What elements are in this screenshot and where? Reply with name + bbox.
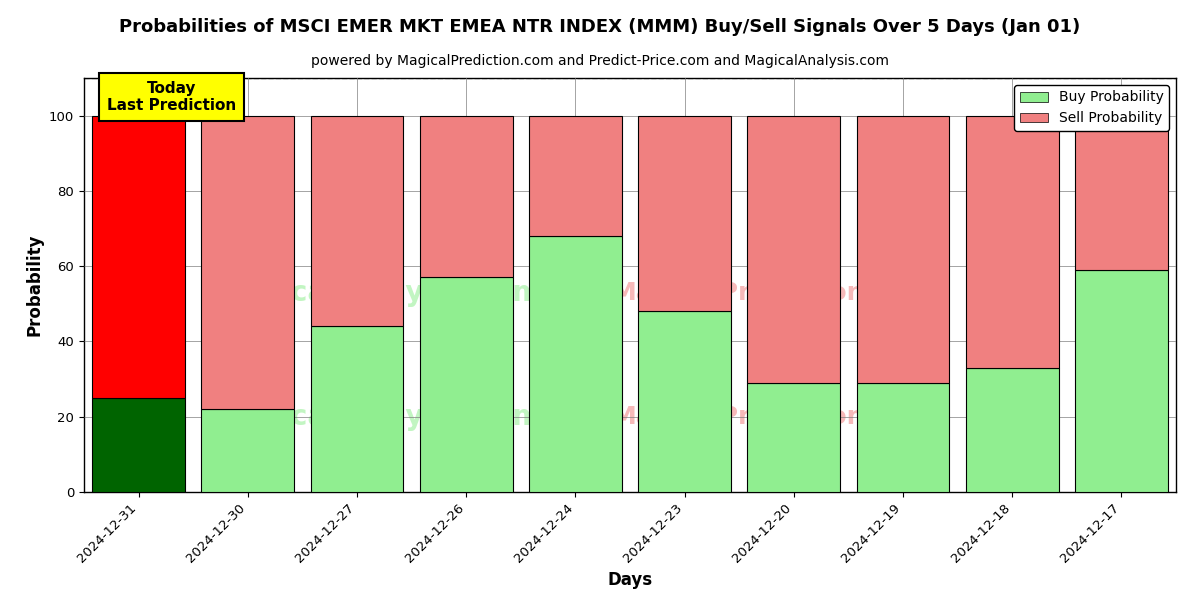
Bar xyxy=(1075,116,1168,270)
Legend: Buy Probability, Sell Probability: Buy Probability, Sell Probability xyxy=(1014,85,1169,131)
Bar xyxy=(966,116,1058,368)
Bar xyxy=(638,116,731,311)
Bar xyxy=(92,398,185,492)
Bar xyxy=(748,116,840,383)
Bar xyxy=(420,116,512,277)
Bar xyxy=(966,368,1058,492)
Bar xyxy=(638,311,731,492)
Text: Probabilities of MSCI EMER MKT EMEA NTR INDEX (MMM) Buy/Sell Signals Over 5 Days: Probabilities of MSCI EMER MKT EMEA NTR … xyxy=(119,18,1081,36)
Text: MagicalAnalysis.com: MagicalAnalysis.com xyxy=(216,403,542,431)
Bar xyxy=(857,383,949,492)
Bar xyxy=(1075,270,1168,492)
Bar xyxy=(857,116,949,383)
Bar xyxy=(748,383,840,492)
Text: MagicalPrediction.com: MagicalPrediction.com xyxy=(611,406,932,430)
Text: MagicalAnalysis.com: MagicalAnalysis.com xyxy=(216,279,542,307)
Bar xyxy=(202,409,294,492)
Text: Today
Last Prediction: Today Last Prediction xyxy=(107,80,236,113)
Bar xyxy=(420,277,512,492)
Text: powered by MagicalPrediction.com and Predict-Price.com and MagicalAnalysis.com: powered by MagicalPrediction.com and Pre… xyxy=(311,54,889,68)
Bar xyxy=(202,116,294,409)
Bar xyxy=(311,116,403,326)
Y-axis label: Probability: Probability xyxy=(25,234,43,336)
Text: MagicalPrediction.com: MagicalPrediction.com xyxy=(611,281,932,305)
X-axis label: Days: Days xyxy=(607,571,653,589)
Bar xyxy=(92,116,185,398)
Bar xyxy=(529,236,622,492)
Bar xyxy=(529,116,622,236)
Bar xyxy=(311,326,403,492)
